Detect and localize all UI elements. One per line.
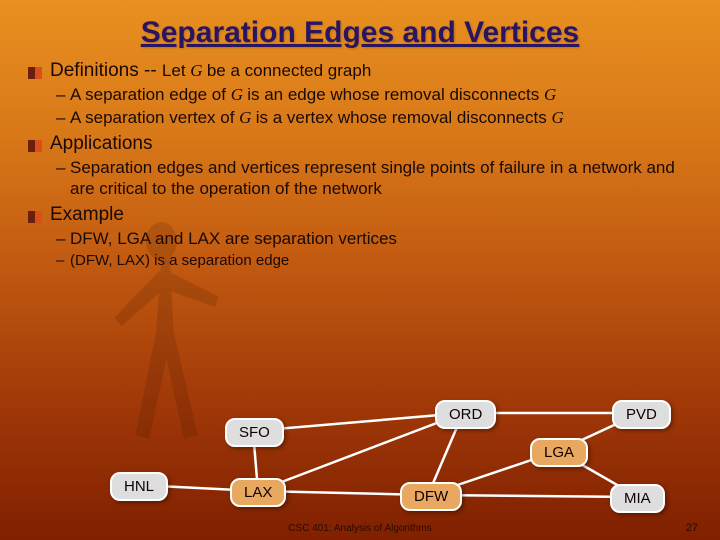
- t: A separation vertex of: [70, 108, 239, 127]
- dash-icon: –: [56, 84, 70, 106]
- footer-text: CSC 401: Analysis of Algorithms: [0, 523, 720, 534]
- dash-icon: –: [56, 228, 70, 250]
- defs-item-1: – A separation vertex of G is a vertex w…: [56, 107, 692, 129]
- example-heading: Example: [50, 204, 124, 226]
- dash-icon: –: [56, 251, 70, 270]
- bullet-icon: [28, 140, 42, 152]
- section-definitions: Definitions -- Let G be a connected grap…: [28, 60, 692, 82]
- t: (DFW, LAX) is a separation edge: [70, 251, 289, 270]
- defs-g: G: [190, 61, 207, 80]
- example-item-1: – (DFW, LAX) is a separation edge: [56, 251, 692, 270]
- content-area: Definitions -- Let G be a connected grap…: [28, 60, 692, 270]
- g: G: [231, 85, 248, 104]
- defs-sub-list: – A separation edge of G is an edge whos…: [56, 84, 692, 129]
- t: DFW, LGA and LAX are separation vertices: [70, 228, 397, 250]
- dash-icon: –: [56, 157, 70, 179]
- section-example: Example: [28, 204, 692, 226]
- defs-item-0: – A separation edge of G is an edge whos…: [56, 84, 692, 106]
- g: G: [239, 108, 256, 127]
- graph-node-mia: MIA: [610, 484, 665, 513]
- graph-edge-sfo-ord: [253, 413, 463, 431]
- g: G: [551, 108, 563, 127]
- graph-node-lga: LGA: [530, 438, 588, 467]
- slide: Separation Edges and Vertices Definition…: [0, 0, 720, 540]
- graph-node-ord: ORD: [435, 400, 496, 429]
- t: A separation edge of: [70, 85, 231, 104]
- page-number: 27: [686, 522, 698, 534]
- graph-node-sfo: SFO: [225, 418, 284, 447]
- g: G: [544, 85, 556, 104]
- graph-node-lax: LAX: [230, 478, 286, 507]
- defs-suffix-pre: Let: [162, 61, 190, 80]
- defs-suffix-post: be a connected graph: [207, 61, 371, 80]
- t: is a vertex whose removal disconnects: [256, 108, 552, 127]
- graph-node-dfw: DFW: [400, 482, 462, 511]
- t: is an edge whose removal disconnects: [247, 85, 544, 104]
- t: Separation edges and vertices represent …: [70, 157, 692, 201]
- apps-heading: Applications: [50, 133, 152, 155]
- example-sub-list: – DFW, LGA and LAX are separation vertic…: [56, 228, 692, 270]
- bullet-icon: [28, 211, 42, 223]
- graph-node-pvd: PVD: [612, 400, 671, 429]
- section-applications: Applications: [28, 133, 692, 155]
- slide-title: Separation Edges and Vertices: [28, 16, 692, 50]
- graph-node-hnl: HNL: [110, 472, 168, 501]
- apps-item-0: – Separation edges and vertices represen…: [56, 157, 692, 201]
- graph-edge-lax-ord: [258, 413, 463, 491]
- dash-icon: –: [56, 107, 70, 129]
- apps-sub-list: – Separation edges and vertices represen…: [56, 157, 692, 201]
- bullet-icon: [28, 67, 42, 79]
- defs-prefix: Definitions --: [50, 60, 162, 81]
- example-item-0: – DFW, LGA and LAX are separation vertic…: [56, 228, 692, 250]
